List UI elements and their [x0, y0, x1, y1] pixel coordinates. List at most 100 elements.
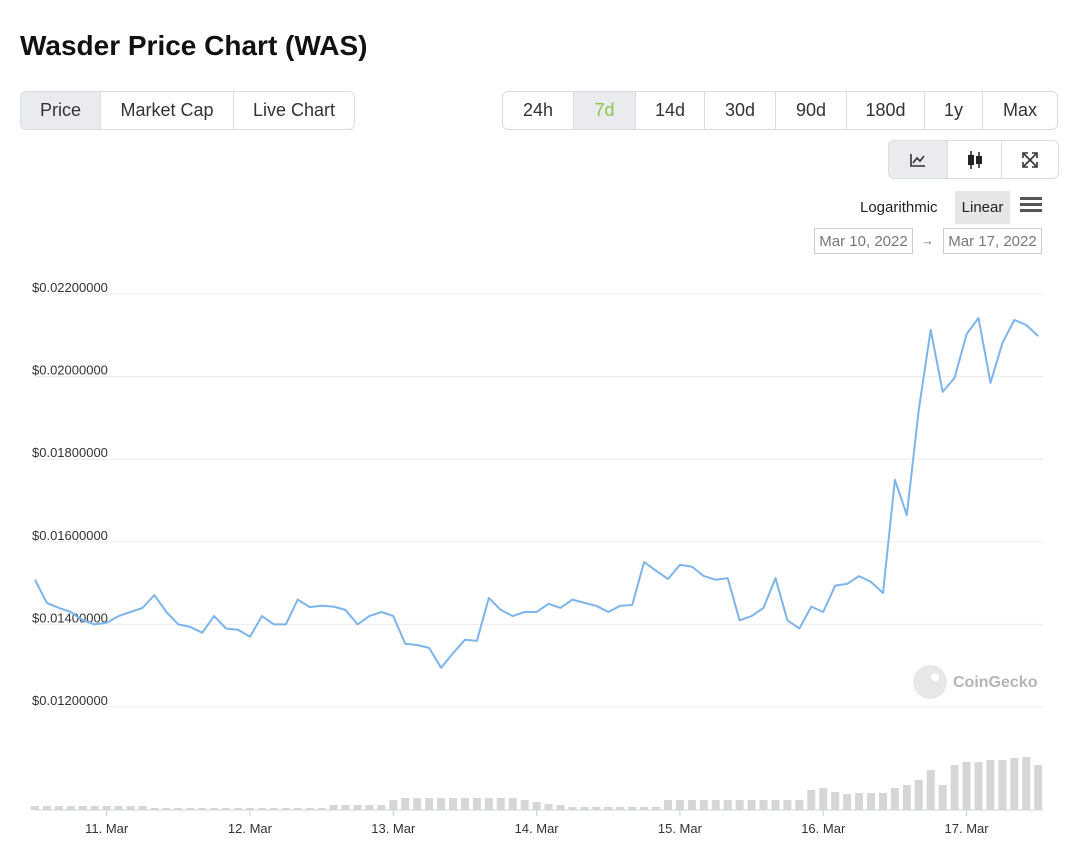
volume-bar [401, 798, 410, 810]
range-button[interactable]: Max [1002, 100, 1037, 120]
candle-icon [967, 150, 982, 169]
volume-bar [245, 808, 254, 810]
volume-bar [735, 800, 744, 810]
volume-bar [890, 788, 899, 810]
log-toggle[interactable]: Logarithmic [860, 199, 938, 216]
volume-bar [628, 807, 637, 810]
volume-bar [1010, 758, 1019, 810]
volume-bar [31, 806, 39, 810]
volume-bar [747, 800, 756, 810]
volume-bar [950, 765, 959, 810]
date-to[interactable]: Mar 17, 2022 [943, 228, 1042, 254]
x-tick-label: 12. Mar [228, 821, 273, 836]
volume-bar [604, 807, 613, 810]
x-tick-label: 13. Mar [371, 821, 416, 836]
x-tick-label: 15. Mar [658, 821, 703, 836]
linear-toggle[interactable]: Linear [955, 191, 1010, 224]
volume-bar [114, 806, 123, 810]
volume-bar [532, 802, 541, 810]
fullscreen-button[interactable] [1002, 141, 1058, 178]
volume-bar [580, 807, 589, 810]
volume-bar [389, 800, 398, 810]
volume-bar [1034, 765, 1043, 810]
range-button[interactable]: 24h [503, 92, 574, 129]
tab[interactable]: Market Cap [101, 92, 234, 129]
volume-bar [783, 800, 792, 810]
volume-bar [126, 806, 135, 810]
volume-bar [544, 804, 553, 810]
volume-bar [687, 800, 696, 810]
volume-bar [795, 800, 804, 810]
expand-icon [1022, 151, 1038, 168]
volume-bar [437, 798, 446, 810]
volume-bar [162, 808, 171, 810]
volume-bar [174, 808, 183, 810]
range-button[interactable]: 1y [925, 92, 983, 129]
y-tick-label: $0.01800000 [32, 445, 108, 460]
range-button[interactable]: 14d [636, 92, 705, 129]
volume-bar [329, 805, 338, 810]
range-button[interactable]: 30d [705, 92, 776, 129]
volume-bar [234, 808, 243, 810]
volume-bar [699, 800, 708, 810]
volume-bar [771, 800, 780, 810]
volume-bar [222, 808, 231, 810]
volume-bar [198, 808, 207, 810]
volume-bar [66, 806, 75, 810]
title: Wasder Price Chart (WAS) [20, 30, 368, 61]
tab-group: Price Market Cap Live Chart [20, 91, 355, 130]
volume-bar [449, 798, 458, 810]
range-button[interactable]: 90d [776, 92, 847, 129]
date-from[interactable]: Mar 10, 2022 [814, 228, 913, 254]
volume-bar [365, 805, 374, 810]
volume-bar [640, 807, 649, 810]
y-tick-label: $0.02200000 [32, 280, 108, 295]
watermark: CoinGecko [953, 674, 1038, 691]
tab[interactable]: Live Chart [252, 100, 336, 120]
volume-bar [42, 806, 51, 810]
volume-bar [652, 807, 661, 810]
volume-bar [317, 808, 326, 810]
volume-bar [1022, 757, 1031, 810]
volume-bar [723, 800, 732, 810]
volume-bar [496, 798, 505, 810]
y-tick-label: $0.01600000 [32, 528, 108, 543]
volume-bar [210, 808, 219, 810]
volume-bar [425, 798, 434, 810]
x-tick-label: 14. Mar [515, 821, 560, 836]
volume-bar [78, 806, 87, 810]
volume-bar [293, 808, 302, 810]
range-button[interactable]: 180d [847, 92, 925, 129]
volume-bar [54, 806, 63, 810]
line-icon [910, 153, 925, 167]
volume-bar [843, 794, 852, 810]
volume-bar [663, 800, 672, 810]
volume-bar [902, 785, 911, 810]
volume-bar [592, 807, 601, 810]
tab[interactable]: Price [21, 92, 101, 129]
range-button[interactable]: 7d [574, 92, 636, 129]
volume-bar [986, 760, 995, 810]
volume-bar [867, 793, 876, 810]
chart-type-group [888, 140, 1059, 179]
candle-chart-button[interactable] [948, 141, 1002, 178]
volume-bar [711, 800, 720, 810]
volume-bar [305, 808, 314, 810]
volume-bar [413, 798, 422, 810]
volume-bar [675, 800, 684, 810]
volume-bar [377, 805, 386, 810]
x-tick-label: 11. Mar [85, 821, 129, 836]
line-chart-button[interactable] [889, 141, 948, 178]
range-group: 24h 7d 14d 30d 90d 180d 1y Max [502, 91, 1058, 130]
volume-bar [138, 806, 147, 810]
price-line [34, 317, 1039, 669]
menu-icon[interactable] [1020, 196, 1042, 214]
volume-bar [962, 762, 971, 810]
volume-bar [556, 805, 565, 810]
watermark-logo-eye [931, 673, 939, 681]
volume-bar [568, 807, 577, 810]
volume-bar [914, 780, 923, 810]
volume-bar [520, 800, 529, 810]
y-tick-label: $0.02000000 [32, 363, 108, 378]
